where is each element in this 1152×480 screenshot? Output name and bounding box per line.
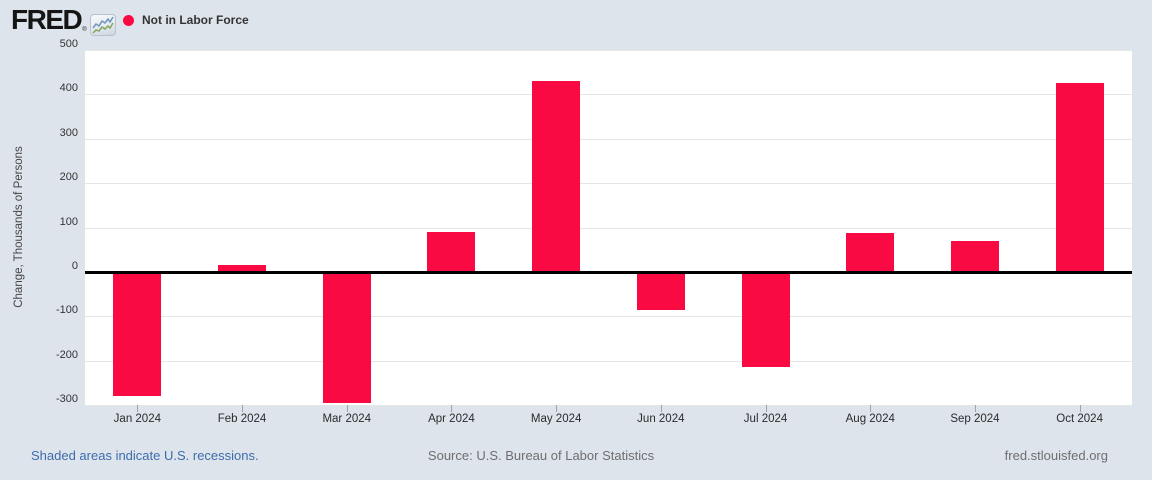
legend-label: Not in Labor Force (142, 13, 249, 27)
bar-apr-2024[interactable] (427, 231, 476, 272)
y-axis-title: Change, Thousands of Persons (13, 146, 25, 308)
y-tick-label-200: 200 (59, 171, 78, 184)
bar-feb-2024[interactable] (218, 265, 267, 272)
fred-logo[interactable]: FRED ® (11, 4, 116, 36)
x-tick-label-jan-2024: Jan 2024 (113, 413, 161, 425)
y-tick-label-300: 300 (59, 126, 78, 139)
x-tick-label-aug-2024: Aug 2024 (845, 413, 895, 425)
zero-axis-line (85, 270, 1132, 274)
x-tick-label-mar-2024: Mar 2024 (322, 413, 372, 425)
x-tick-label-jun-2024: Jun 2024 (637, 413, 685, 425)
x-tick-mark (765, 405, 767, 412)
bar-may-2024[interactable] (532, 81, 581, 272)
bar-jan-2024[interactable] (113, 271, 162, 397)
y-tick-label-100: 100 (59, 215, 78, 228)
x-tick-label-oct-2024: Oct 2024 (1056, 413, 1103, 425)
x-tick-mark (974, 405, 976, 412)
x-tick-label-sep-2024: Sep 2024 (950, 413, 1000, 425)
gridline-200 (85, 183, 1132, 185)
x-tick-mark (451, 405, 453, 412)
bar-sep-2024[interactable] (950, 240, 999, 272)
x-tick-mark (556, 405, 558, 412)
x-tick-label-apr-2024: Apr 2024 (428, 413, 475, 425)
gridline--200 (85, 360, 1132, 362)
x-tick-mark (870, 405, 872, 412)
x-tick-mark (660, 405, 662, 412)
y-tick-label--100: -100 (55, 304, 78, 317)
x-tick-label-jul-2024: Jul 2024 (743, 413, 788, 425)
x-tick-mark (242, 405, 244, 412)
y-tick-label-0: 0 (71, 259, 78, 272)
gridline-100 (85, 227, 1132, 229)
y-tick-label-400: 400 (59, 82, 78, 95)
gridline--100 (85, 316, 1132, 318)
bar-oct-2024[interactable] (1055, 83, 1104, 272)
recessions-note-link[interactable]: Shaded areas indicate U.S. recessions. (31, 448, 259, 463)
x-tick-mark (346, 405, 348, 412)
y-tick-label-500: 500 (59, 38, 78, 50)
gridline-400 (85, 94, 1132, 96)
x-tick-mark (1079, 405, 1081, 412)
gridline-300 (85, 138, 1132, 140)
y-tick-label--200: -200 (55, 348, 78, 361)
bar-mar-2024[interactable] (322, 271, 371, 403)
registered-trademark-icon: ® (82, 27, 87, 33)
bar-jul-2024[interactable] (741, 271, 790, 368)
bar-aug-2024[interactable] (846, 232, 895, 272)
x-tick-label-feb-2024: Feb 2024 (217, 413, 267, 425)
x-tick-mark (137, 405, 139, 412)
legend-marker-icon (123, 14, 134, 26)
gridline--300 (85, 405, 1132, 406)
fred-site-text: fred.stlouisfed.org (1004, 448, 1108, 463)
plot-area (85, 50, 1132, 406)
legend[interactable]: Not in Labor Force (123, 13, 249, 27)
gridline-500 (85, 50, 1132, 51)
fred-logo-chart-icon (89, 14, 116, 36)
y-tick-label--300: -300 (55, 393, 78, 405)
source-text: Source: U.S. Bureau of Labor Statistics (427, 448, 655, 463)
bar-jun-2024[interactable] (636, 271, 685, 310)
fred-logo-text: FRED (11, 4, 83, 35)
x-tick-label-may-2024: May 2024 (530, 413, 582, 425)
